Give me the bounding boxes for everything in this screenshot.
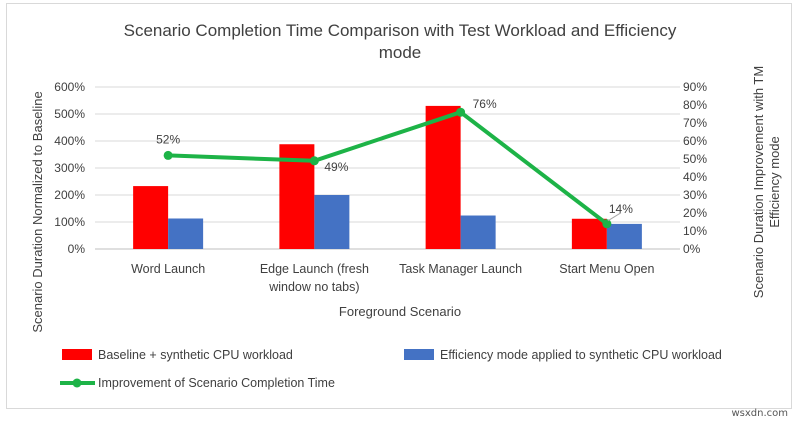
y2-tick-label: 40%: [683, 170, 707, 184]
data-label: 76%: [473, 97, 497, 111]
y2-tick-label: 50%: [683, 152, 707, 166]
chart-title: mode: [379, 43, 422, 62]
bar-baseline: [425, 105, 461, 250]
x-axis-title: Foreground Scenario: [339, 304, 461, 319]
line-point: [602, 219, 612, 229]
legend-label-efficiency: Efficiency mode applied to synthetic CPU…: [440, 348, 722, 362]
data-label: 14%: [609, 202, 633, 216]
y2-tick-label: 20%: [683, 206, 707, 220]
y-tick-label: 400%: [54, 134, 85, 148]
y2-tick-label: 70%: [683, 116, 707, 130]
y2-tick-label: 80%: [683, 98, 707, 112]
bar-efficiency: [314, 195, 350, 249]
y2-axis-title: Efficiency mode: [767, 136, 782, 228]
bar-efficiency: [168, 218, 204, 249]
line-point: [309, 156, 319, 166]
x-tick-label: Edge Launch (fresh: [260, 262, 369, 276]
line-improvement: [168, 110, 609, 226]
y2-tick-label: 60%: [683, 134, 707, 148]
y-tick-label: 600%: [54, 80, 85, 94]
bar-efficiency: [606, 223, 642, 249]
y-axis-title: Scenario Duration Normalized to Baseline: [30, 91, 45, 332]
data-label: 52%: [156, 132, 180, 146]
legend-swatch-efficiency: [404, 349, 434, 360]
data-label-leader: [607, 212, 622, 222]
x-tick-label: window no tabs): [268, 280, 359, 294]
y-tick-label: 200%: [54, 188, 85, 202]
y-tick-label: 500%: [54, 107, 85, 121]
data-label: 49%: [324, 160, 348, 174]
x-tick-label: Start Menu Open: [559, 262, 654, 276]
legend-label-baseline: Baseline + synthetic CPU workload: [98, 348, 293, 362]
line-point: [456, 107, 466, 117]
y2-axis-title: Scenario Duration Improvement with TM: [751, 66, 766, 298]
y-tick-label: 0%: [68, 242, 86, 256]
watermark: wsxdn.com: [731, 408, 788, 419]
y2-tick-label: 30%: [683, 188, 707, 202]
y2-tick-label: 0%: [683, 242, 701, 256]
x-tick-label: Task Manager Launch: [399, 262, 522, 276]
legend-label-improvement: Improvement of Scenario Completion Time: [98, 376, 335, 390]
bar-baseline: [133, 186, 169, 249]
bar-baseline: [571, 218, 607, 249]
y-tick-label: 100%: [54, 215, 85, 229]
chart-title: Scenario Completion Time Comparison with…: [124, 21, 677, 40]
y2-tick-label: 90%: [683, 80, 707, 94]
x-tick-label: Word Launch: [131, 262, 205, 276]
line-point: [163, 150, 173, 160]
y2-tick-label: 10%: [683, 224, 707, 238]
y-tick-label: 300%: [54, 161, 85, 175]
legend-swatch-baseline: [62, 349, 92, 360]
bar-efficiency: [460, 215, 496, 249]
legend-marker-improvement: [72, 378, 82, 388]
